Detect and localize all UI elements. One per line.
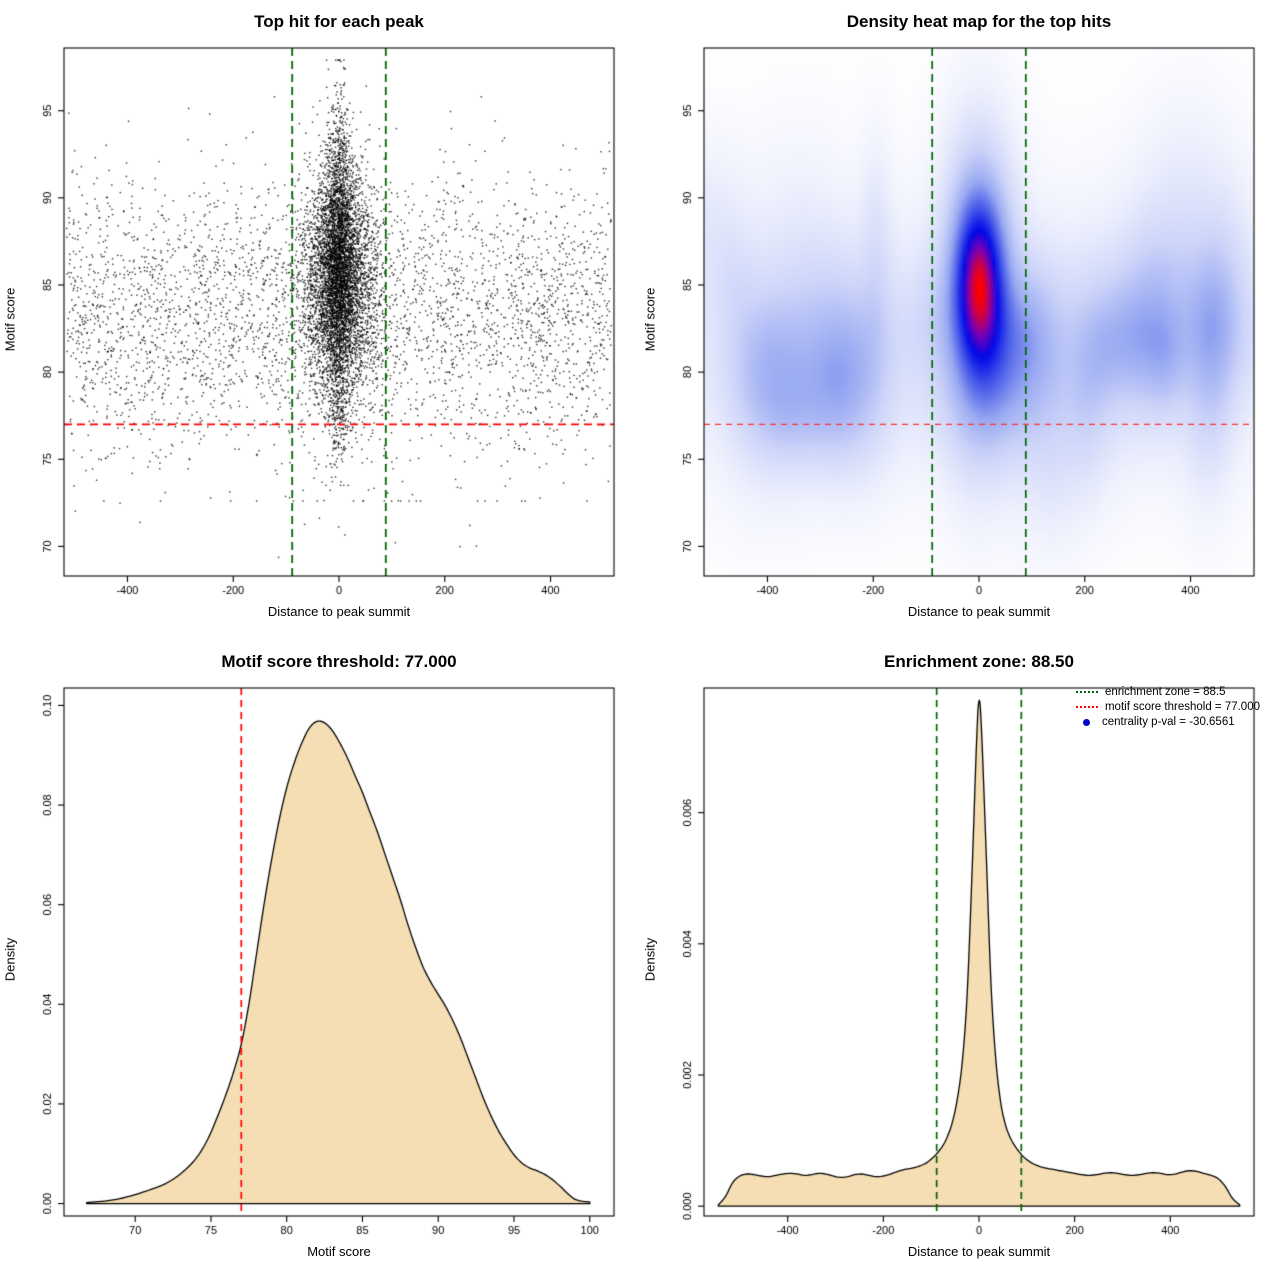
- scatter-x-axis-label: Distance to peak summit: [267, 604, 411, 619]
- heatmap-y-axis-label: Motif score: [642, 287, 658, 352]
- legend-item-enrichment-zone: enrichment zone = 88.5: [1075, 686, 1260, 698]
- panel-score-density: Motif score threshold: 77.000 Motif scor…: [0, 640, 640, 1280]
- heatmap-title: Density heat map for the top hits: [846, 12, 1112, 31]
- score-density-y-axis-label: Density: [2, 937, 18, 982]
- scatter-y-axis-label: Motif score: [2, 287, 18, 352]
- score-density-x-axis-label: Motif score: [307, 1244, 371, 1259]
- legend-label: enrichment zone = 88.5: [1104, 686, 1226, 698]
- distance-density-y-axis-label: Density: [642, 937, 658, 982]
- scatter-plot-canvas: [0, 0, 640, 640]
- heatmap-plot-canvas: [640, 0, 1280, 640]
- panel-top-hit-scatter: Top hit for each peak Distance to peak s…: [0, 0, 640, 640]
- heatmap-x-axis-label: Distance to peak summit: [907, 604, 1051, 619]
- scatter-title: Top hit for each peak: [254, 12, 424, 31]
- score-threshold-line-swatch: [1075, 706, 1098, 708]
- panel-distance-density: Enrichment zone: 88.50 Distance to peak …: [640, 640, 1280, 1280]
- legend-label: centrality p-val = -30.6561: [1101, 716, 1235, 728]
- legend-label: motif score threshold = 77.000: [1104, 701, 1260, 713]
- legend: enrichment zone = 88.5 motif score thres…: [1075, 686, 1260, 731]
- score-density-title: Motif score threshold: 77.000: [221, 652, 457, 671]
- distance-density-canvas: [640, 640, 1280, 1280]
- distance-density-x-axis-label: Distance to peak summit: [907, 1244, 1051, 1259]
- score-density-canvas: [0, 640, 640, 1280]
- panel-density-heatmap: Density heat map for the top hits Distan…: [640, 0, 1280, 640]
- legend-item-centrality-pval: centrality p-val = -30.6561: [1076, 716, 1260, 728]
- legend-item-score-threshold: motif score threshold = 77.000: [1075, 701, 1260, 713]
- distance-density-title: Enrichment zone: 88.50: [884, 652, 1074, 671]
- enrichment-zone-line-swatch: [1075, 691, 1098, 693]
- centrality-pval-dot-icon: [1082, 718, 1090, 726]
